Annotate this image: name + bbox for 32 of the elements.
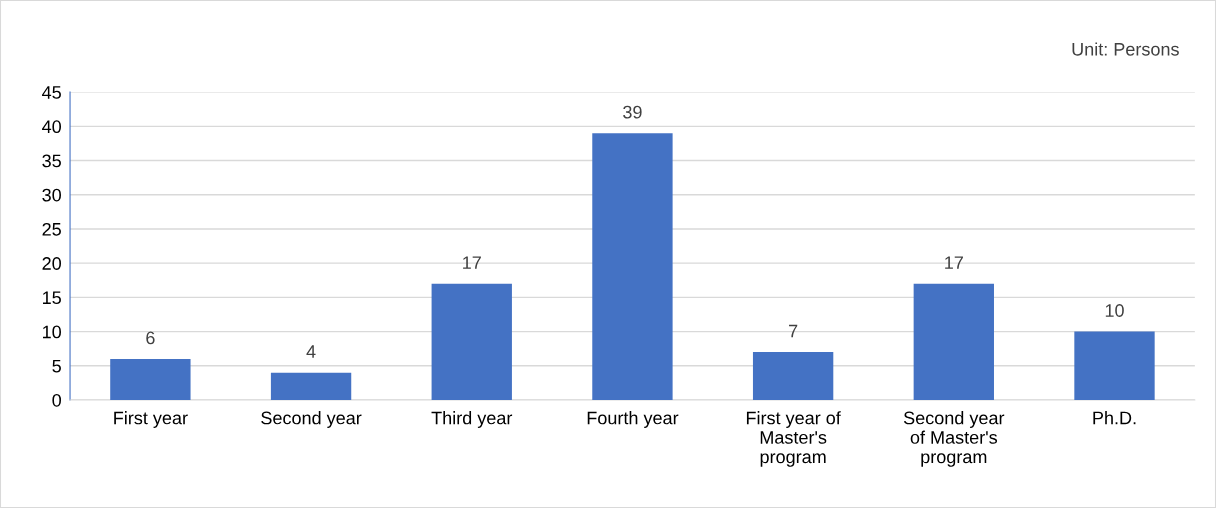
bar (431, 283, 512, 400)
data-label: 7 (789, 324, 798, 338)
y-tick-label: 25 (42, 222, 61, 236)
bar (270, 372, 352, 400)
y-tick-label: 0 (52, 393, 61, 407)
x-tick-label: Third year (431, 411, 513, 428)
y-tick-label: 20 (42, 257, 61, 270)
y-tick-label: 45 (42, 86, 61, 99)
y-tick-label: 15 (43, 291, 61, 305)
x-tick-label: Ph.D. (1093, 411, 1136, 425)
y-tick-label: 10 (43, 325, 61, 339)
data-label: 6 (146, 331, 155, 345)
y-tick-label: 35 (42, 154, 61, 168)
y-tick-label: 40 (42, 120, 61, 134)
bar (592, 133, 673, 400)
data-label: 10 (1105, 304, 1124, 317)
data-label: 17 (463, 256, 481, 269)
data-label: 39 (623, 105, 642, 119)
x-tick-label: Second year of Master's program (903, 411, 1005, 467)
bar (1074, 331, 1155, 400)
y-tick-label: 30 (42, 188, 61, 202)
x-tick-label: Fourth year (587, 411, 679, 428)
bar (110, 358, 191, 400)
x-tick-label: First year of Master's program (746, 411, 841, 467)
y-tick-label: 5 (52, 359, 61, 373)
x-tick-label: Second year (261, 411, 362, 428)
x-tick-label: First year (114, 411, 188, 428)
bar (913, 283, 994, 400)
bar (752, 352, 834, 400)
data-label: 4 (306, 345, 316, 358)
text: Unit: Persons (1072, 42, 1179, 56)
data-label: 17 (945, 256, 963, 269)
